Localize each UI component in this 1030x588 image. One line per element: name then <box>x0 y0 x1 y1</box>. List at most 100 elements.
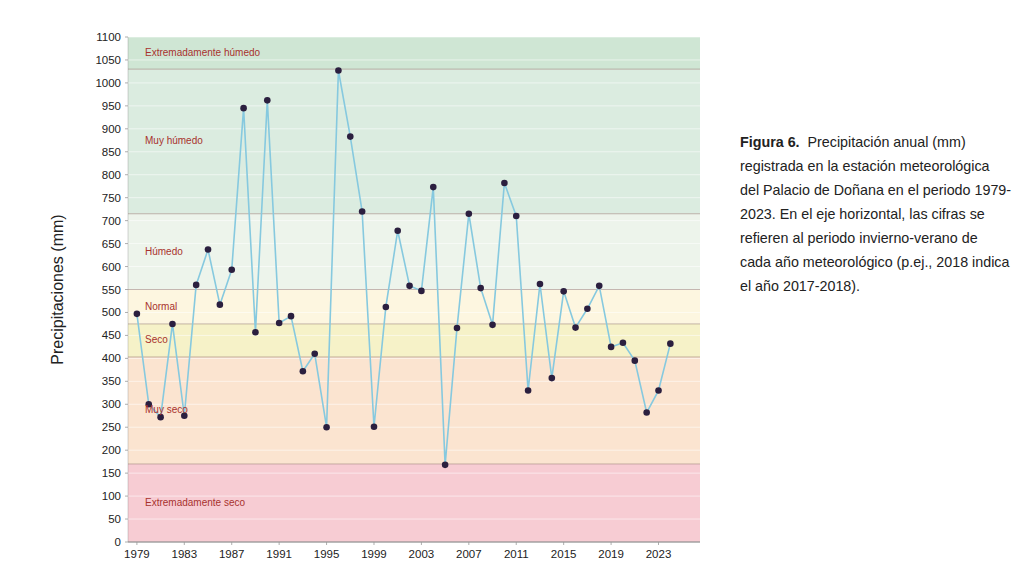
data-point <box>418 288 425 295</box>
x-tick-label: 1999 <box>361 548 387 560</box>
data-point <box>394 227 401 234</box>
x-tick-label: 1983 <box>172 548 198 560</box>
band <box>128 324 700 357</box>
data-point <box>608 344 615 351</box>
grid-line <box>128 197 700 198</box>
y-tick-label: 550 <box>102 284 121 296</box>
y-tick <box>125 37 128 38</box>
x-tick <box>231 542 232 545</box>
y-tick <box>125 82 128 83</box>
plot-area <box>128 37 700 542</box>
y-tick-label: 0 <box>115 536 121 548</box>
grid-line <box>128 151 700 152</box>
data-point <box>228 266 235 273</box>
grid-line <box>128 358 700 359</box>
data-point <box>288 313 295 320</box>
x-axis <box>128 542 700 543</box>
data-point <box>549 375 556 382</box>
data-point <box>525 387 532 394</box>
band-boundary <box>128 356 700 357</box>
y-tick <box>125 128 128 129</box>
data-point <box>620 339 627 346</box>
grid-line <box>128 37 700 38</box>
data-point <box>276 320 283 327</box>
grid-line <box>128 82 700 83</box>
data-point <box>323 424 330 431</box>
data-point <box>442 462 449 469</box>
data-point <box>252 329 259 336</box>
y-tick <box>125 358 128 359</box>
grid-line <box>128 105 700 106</box>
grid-line <box>128 335 700 336</box>
data-point <box>560 288 567 295</box>
x-tick-label: 2007 <box>456 548 482 560</box>
y-tick-label: 650 <box>102 238 121 250</box>
grid-line <box>128 289 700 290</box>
data-point <box>477 285 484 292</box>
y-tick-label: 900 <box>102 123 121 135</box>
data-point <box>217 301 224 308</box>
y-tick <box>125 473 128 474</box>
data-point <box>655 387 662 394</box>
band-boundary <box>128 289 700 290</box>
grid-line <box>128 243 700 244</box>
data-point <box>584 305 591 312</box>
grid-line <box>128 266 700 267</box>
x-tick <box>563 542 564 545</box>
x-tick <box>421 542 422 545</box>
grid-line <box>128 473 700 474</box>
y-tick <box>125 289 128 290</box>
x-tick <box>468 542 469 545</box>
y-tick-label: 700 <box>102 215 121 227</box>
y-tick-label: 500 <box>102 306 121 318</box>
band-boundary <box>128 69 700 70</box>
data-point <box>193 282 200 289</box>
chart: Extremadamente secoMuy secoSecoNormalHúm… <box>0 0 730 588</box>
x-tick-label: 1987 <box>219 548 245 560</box>
data-point <box>311 350 318 357</box>
data-point <box>643 409 650 416</box>
y-tick <box>125 174 128 175</box>
y-tick <box>125 197 128 198</box>
data-point <box>466 210 473 217</box>
y-tick <box>125 312 128 313</box>
data-point <box>513 213 520 220</box>
grid-line <box>128 220 700 221</box>
y-tick <box>125 427 128 428</box>
band-label: Seco <box>145 334 168 345</box>
y-tick <box>125 266 128 267</box>
y-tick-label: 600 <box>102 261 121 273</box>
y-tick-label: 950 <box>102 100 121 112</box>
caption-text: Precipitación anual (mm) registrada en l… <box>740 134 1011 294</box>
band-label: Extremadamente húmedo <box>145 47 261 58</box>
y-tick <box>125 381 128 382</box>
x-tick <box>184 542 185 545</box>
data-point <box>537 281 544 288</box>
band-boundary <box>128 323 700 324</box>
data-point <box>406 283 413 290</box>
x-tick <box>516 542 517 545</box>
caption: Figura 6. Precipitación anual (mm) regis… <box>740 130 1012 298</box>
y-tick-label: 300 <box>102 398 121 410</box>
x-tick-label: 2023 <box>646 548 672 560</box>
y-tick-label: 1050 <box>95 54 121 66</box>
data-point <box>631 357 638 364</box>
y-tick-label: 250 <box>102 421 121 433</box>
y-tick <box>125 151 128 152</box>
x-tick-label: 2011 <box>504 548 529 560</box>
band <box>128 464 700 542</box>
band <box>128 290 700 324</box>
grid-line <box>128 404 700 405</box>
y-tick-label: 100 <box>102 490 121 502</box>
x-tick-label: 2015 <box>551 548 577 560</box>
data-line <box>137 71 670 465</box>
x-tick <box>611 542 612 545</box>
band-label: Muy seco <box>145 404 188 415</box>
band <box>128 357 700 464</box>
x-tick-label: 1991 <box>266 548 292 560</box>
x-tick-label: 1979 <box>124 548 150 560</box>
x-tick <box>279 542 280 545</box>
data-point <box>371 423 378 430</box>
band-label: Muy húmedo <box>145 135 203 146</box>
data-point <box>300 368 307 375</box>
